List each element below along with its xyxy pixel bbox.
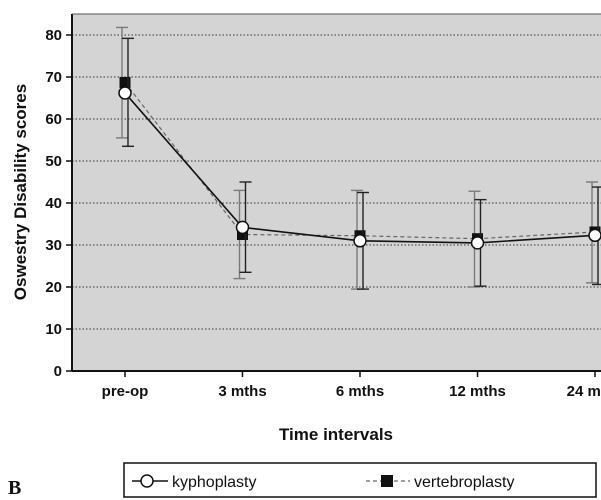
y-axis-title: Oswestry Disability scores	[11, 84, 30, 300]
x-tick-label: 6 mths	[336, 383, 384, 400]
legend-marker-kyphoplasty	[140, 474, 154, 488]
legend-box	[123, 462, 597, 498]
x-axis-title: Time intervals	[279, 425, 393, 444]
data-point-kyphoplasty	[353, 234, 367, 248]
plot-area	[72, 14, 601, 371]
legend-label-vertebroplasty: vertebroplasty	[414, 474, 515, 491]
axes	[66, 13, 601, 377]
data-point-vertebroplasty	[237, 229, 248, 240]
tick-labels: 0 10 20 30 40 50 60 70 80 pre-op 3 mths 6 mths 12 mt…	[45, 27, 601, 400]
data-point-kyphoplasty	[235, 220, 250, 235]
y-tick-label: 80	[45, 27, 62, 44]
y-tick-label: 0	[54, 363, 62, 380]
data-point-kyphoplasty	[470, 236, 485, 250]
data-point-kyphoplasty	[118, 86, 132, 100]
series-layer	[116, 26, 601, 290]
y-tick-label: 60	[45, 111, 62, 128]
legend: kyphoplasty vertebroplasty	[123, 462, 597, 498]
y-tick-label: 10	[45, 321, 62, 338]
data-point-kyphoplasty	[588, 228, 601, 243]
gridlines	[72, 34, 601, 330]
x-tick-label: pre-op	[102, 383, 149, 400]
series-kyphoplasty	[118, 37, 601, 290]
y-tick-label: 40	[45, 195, 62, 212]
x-tick-label: 12 mths	[449, 383, 506, 400]
legend-marker-vertebroplasty	[381, 475, 393, 487]
x-tick-label: 3 mths	[218, 383, 266, 400]
x-tick-label: 24 mths	[567, 383, 601, 400]
legend-label-kyphoplasty: kyphoplasty	[172, 474, 257, 491]
y-tick-label: 30	[45, 237, 62, 254]
y-tick-label: 50	[45, 153, 62, 170]
data-point-vertebroplasty	[119, 76, 131, 88]
y-tick-label: 70	[45, 69, 62, 86]
panel-label: B	[8, 477, 21, 499]
y-tick-label: 20	[45, 279, 62, 296]
